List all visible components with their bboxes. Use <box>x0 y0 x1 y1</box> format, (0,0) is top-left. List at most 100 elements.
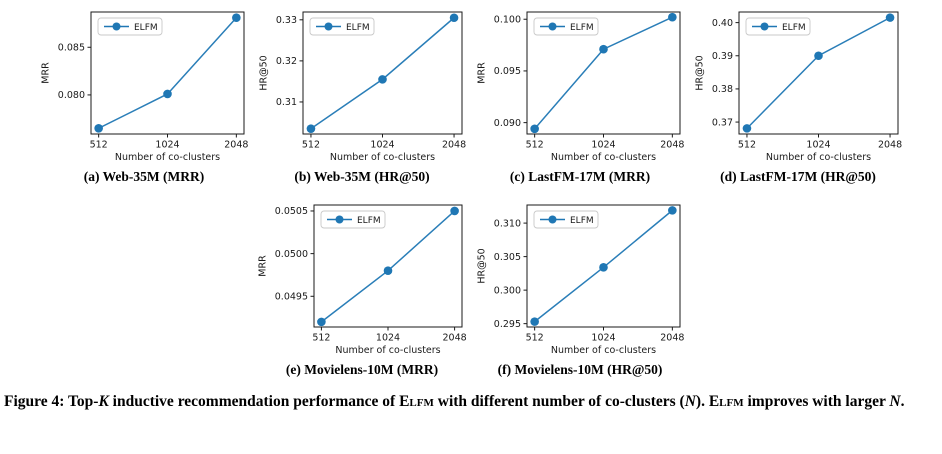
y-tick-label: 0.310 <box>494 218 521 229</box>
data-point <box>450 206 459 216</box>
chart-movielens10m-mrr-plot: 0.0495 0.0500 0.0505 512 1024 2048 Number of c… <box>256 199 468 359</box>
chart-svg-a: 0.080 0.085 512 1024 2048 Number of co-cluste… <box>41 11 248 163</box>
y-axis-label: MRR <box>258 255 269 277</box>
y-tick-label: 0.33 <box>276 15 297 26</box>
x-tick-label: 512 <box>526 140 544 151</box>
x-tick-label: 1024 <box>806 140 830 151</box>
y-tick-label: 0.095 <box>494 66 521 77</box>
chart-svg-c: 0.090 0.095 0.100 512 1024 2048 Number of co-c… <box>477 11 684 163</box>
data-point <box>94 123 103 133</box>
chart-movielens10m-mrr: 0.0495 0.0500 0.0505 512 1024 2048 Number of c… <box>256 199 468 378</box>
data-point <box>599 263 608 272</box>
y-axis-label: MRR <box>41 62 52 84</box>
x-tick-label: 1024 <box>376 333 400 344</box>
data-point <box>163 89 172 99</box>
x-axis-label: Number of co-clusters <box>551 345 656 356</box>
data-point <box>530 124 539 134</box>
chart-lastfm17m-hr50-caption: (d) LastFM-17M (HR@50) <box>720 169 876 184</box>
figure-caption: Figure 4: Top-K inductive recommendation… <box>4 393 938 412</box>
data-point <box>742 124 752 133</box>
chart-web35m-mrr: 0.080 0.085 512 1024 2048 Number of co-cluste… <box>38 6 250 185</box>
data-point <box>383 266 393 275</box>
legend-marker <box>335 215 344 224</box>
x-tick-label: 512 <box>302 140 320 151</box>
data-point <box>668 206 677 215</box>
y-axis-label: HR@50 <box>694 55 705 90</box>
caption-var-k: K <box>98 393 109 410</box>
caption-text: Figure 4: Top- <box>4 393 99 410</box>
y-axis-label: HR@50 <box>258 55 269 90</box>
legend-box <box>533 210 599 229</box>
chart-svg-b: 0.31 0.32 0.33 512 1024 2048 Number of co-clus… <box>258 11 466 163</box>
x-tick-label: 1024 <box>155 140 179 151</box>
x-tick-label: 2048 <box>224 140 248 151</box>
chart-web35m-hr50: 0.31 0.32 0.33 512 1024 2048 Number of co-clus… <box>256 6 468 185</box>
x-tick-label: 2048 <box>660 333 684 344</box>
chart-web35m-mrr-plot: 0.080 0.085 512 1024 2048 Number of co-cluste… <box>38 6 250 166</box>
y-tick-label: 0.37 <box>712 117 733 128</box>
y-axis-label: MRR <box>477 62 488 84</box>
x-tick-label: 512 <box>738 140 756 151</box>
y-tick-label: 0.0495 <box>275 291 308 302</box>
legend-marker <box>548 22 557 31</box>
x-axis-label: Number of co-clusters <box>115 152 220 163</box>
data-point <box>232 13 241 23</box>
y-tick-label: 0.295 <box>494 319 521 330</box>
y-tick-label: 0.305 <box>494 252 521 263</box>
y-tick-label: 0.32 <box>276 56 297 67</box>
legend-label: ELFM <box>134 23 158 33</box>
legend-marker <box>324 22 333 31</box>
chart-svg-d: 0.37 0.38 0.39 0.40 512 1024 2048 Number of co-… <box>694 11 902 163</box>
legend-box <box>745 17 811 36</box>
y-tick-label: 0.100 <box>494 14 521 25</box>
caption-var-n: N <box>889 393 901 410</box>
charts-row-top: 0.080 0.085 512 1024 2048 Number of co-cluste… <box>0 6 942 185</box>
y-tick-label: 0.39 <box>712 51 733 62</box>
caption-elfm: Elfm <box>708 393 744 410</box>
x-tick-label: 512 <box>312 333 330 344</box>
charts-row-bottom: 0.0495 0.0500 0.0505 512 1024 2048 Number of c… <box>0 199 942 378</box>
caption-text: . <box>900 393 905 410</box>
x-tick-label: 2048 <box>442 140 466 151</box>
chart-lastfm17m-mrr-plot: 0.090 0.095 0.100 512 1024 2048 Number of co-c… <box>474 6 686 166</box>
x-tick-label: 512 <box>526 333 544 344</box>
chart-web35m-hr50-plot: 0.31 0.32 0.33 512 1024 2048 Number of co-clus… <box>256 6 468 166</box>
chart-web35m-mrr-caption: (a) Web-35M (MRR) <box>83 169 205 184</box>
x-axis-label: Number of co-clusters <box>551 152 656 163</box>
x-tick-label: 512 <box>90 140 108 151</box>
chart-svg-f: 0.295 0.300 0.305 0.310 512 1024 2048 Number of… <box>477 204 684 356</box>
chart-lastfm17m-hr50-plot: 0.37 0.38 0.39 0.40 512 1024 2048 Number of co-… <box>692 6 904 166</box>
data-point <box>885 13 895 22</box>
legend-box <box>533 17 599 36</box>
y-tick-label: 0.085 <box>58 42 85 53</box>
chart-lastfm17m-hr50: 0.37 0.38 0.39 0.40 512 1024 2048 Number of co-… <box>692 6 904 185</box>
data-point <box>530 317 539 326</box>
legend-box <box>309 17 375 36</box>
legend-label: ELFM <box>570 216 594 226</box>
caption-elfm: Elfm <box>399 393 434 410</box>
chart-lastfm17m-mrr-caption: (c) LastFM-17M (MRR) <box>509 169 651 184</box>
x-tick-label: 1024 <box>370 140 394 151</box>
chart-movielens10m-mrr-caption: (e) Movielens-10M (MRR) <box>285 362 439 377</box>
y-tick-label: 0.38 <box>712 84 733 95</box>
data-point <box>449 13 459 23</box>
legend-label: ELFM <box>357 216 381 226</box>
chart-lastfm17m-mrr: 0.090 0.095 0.100 512 1024 2048 Number of co-c… <box>474 6 686 185</box>
data-point <box>378 75 387 84</box>
y-tick-label: 0.090 <box>494 118 521 129</box>
chart-movielens10m-hr50: 0.295 0.300 0.305 0.310 512 1024 2048 Number of… <box>474 199 686 378</box>
legend-label: ELFM <box>782 23 806 33</box>
legend-box <box>320 210 386 229</box>
data-point <box>306 124 316 133</box>
legend-box <box>97 17 163 36</box>
chart-web35m-hr50-caption: (b) Web-35M (HR@50) <box>294 169 430 184</box>
data-point <box>599 44 608 54</box>
y-tick-label: 0.40 <box>712 18 733 29</box>
legend-marker <box>760 22 769 31</box>
y-tick-label: 0.080 <box>58 90 85 101</box>
caption-text: ). <box>695 393 709 410</box>
caption-text: inductive recommendation performance of <box>108 393 400 410</box>
x-axis-label: Number of co-clusters <box>335 345 440 356</box>
